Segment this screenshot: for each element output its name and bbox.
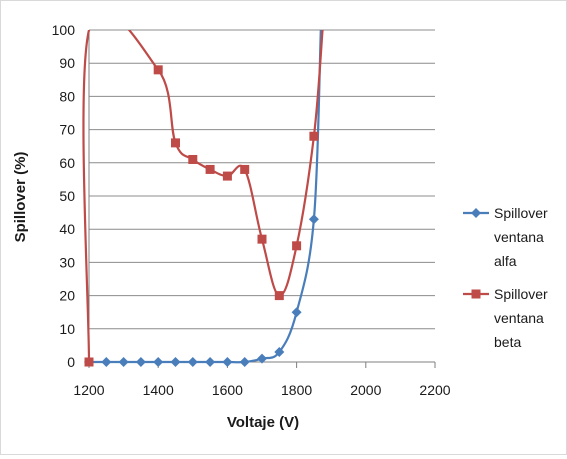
series-1-point bbox=[291, 307, 302, 318]
series-2-point bbox=[240, 164, 250, 174]
series-1-point bbox=[170, 357, 181, 367]
legend-label-2: ventana bbox=[494, 310, 544, 326]
series-1-point bbox=[205, 357, 216, 367]
y-tick-label-90: 90 bbox=[59, 55, 75, 71]
y-tick-label-100: 100 bbox=[52, 22, 76, 38]
series-1-point bbox=[222, 357, 233, 367]
axes bbox=[88, 30, 436, 368]
gridlines bbox=[89, 29, 435, 330]
series-2-point bbox=[205, 164, 215, 174]
series-2-point bbox=[274, 291, 284, 301]
x-tick-label-1400: 1400 bbox=[143, 382, 174, 398]
y-tick-label-20: 20 bbox=[59, 288, 75, 304]
x-tick-label-1200: 1200 bbox=[73, 382, 104, 398]
x-axis-title: Voltaje (V) bbox=[227, 414, 299, 431]
series-1-line bbox=[89, 30, 322, 364]
series-2-point bbox=[309, 131, 319, 141]
series-1-point bbox=[187, 357, 198, 367]
y-tick-label-80: 80 bbox=[59, 88, 75, 104]
y-axis-title: Spillover (%) bbox=[12, 152, 29, 243]
series-1-point bbox=[274, 347, 285, 358]
series-2-point bbox=[292, 241, 302, 251]
series-1-point bbox=[153, 357, 164, 367]
series-1-point bbox=[239, 357, 250, 367]
series-1-point bbox=[308, 214, 319, 225]
legend: Spillover ventana alfa Spillover ventana beta bbox=[463, 205, 548, 350]
series-2-point bbox=[153, 65, 163, 75]
series-2 bbox=[82, 30, 324, 367]
y-tick-label-40: 40 bbox=[59, 221, 75, 237]
legend-label-2: Spillover bbox=[494, 286, 548, 302]
y-tick-label-60: 60 bbox=[59, 155, 75, 171]
x-tick-label-2000: 2000 bbox=[350, 382, 381, 398]
series-1 bbox=[84, 30, 322, 367]
y-tick-label-30: 30 bbox=[59, 254, 75, 270]
series-1-point bbox=[118, 357, 129, 367]
legend-marker-1 bbox=[471, 208, 481, 218]
series-1-point bbox=[257, 353, 267, 364]
legend-label-1: alfa bbox=[494, 253, 517, 269]
y-tick-label-50: 50 bbox=[59, 188, 75, 204]
y-tick-label-0: 0 bbox=[67, 354, 75, 370]
x-tick-label-1600: 1600 bbox=[212, 382, 243, 398]
legend-label-1: ventana bbox=[494, 229, 544, 245]
series-1-point bbox=[135, 357, 146, 367]
x-tick-label-1800: 1800 bbox=[281, 382, 312, 398]
series-1-point bbox=[101, 357, 112, 367]
series-layer bbox=[82, 30, 324, 367]
y-tick-label-70: 70 bbox=[59, 122, 75, 138]
series-2-point bbox=[188, 154, 198, 164]
series-2-point bbox=[84, 357, 94, 367]
x-tick-label-2200: 2200 bbox=[419, 382, 450, 398]
series-2-point bbox=[222, 171, 232, 181]
series-2-point bbox=[171, 138, 180, 148]
y-tick-label-10: 10 bbox=[59, 321, 75, 337]
tick-labels: 0 10 20 30 40 50 60 70 80 90 100 1200 1400 1600 1800 20… bbox=[52, 22, 451, 398]
legend-marker-2 bbox=[471, 289, 481, 299]
legend-label-2: beta bbox=[494, 334, 521, 350]
series-2-line bbox=[82, 30, 324, 363]
series-2-point bbox=[257, 234, 267, 244]
legend-label-1: Spillover bbox=[494, 205, 548, 221]
